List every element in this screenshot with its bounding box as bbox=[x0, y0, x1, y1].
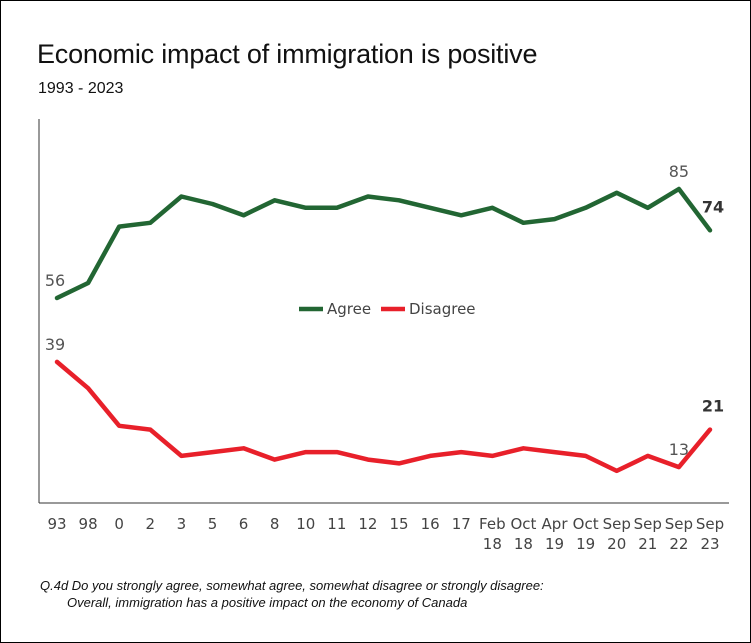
data-point-disagree bbox=[242, 446, 246, 450]
x-tick-label: Oct bbox=[573, 515, 599, 533]
data-point-agree bbox=[490, 206, 494, 210]
x-tick-label: 18 bbox=[483, 535, 502, 553]
data-point-disagree bbox=[55, 360, 59, 364]
x-tick-label: 5 bbox=[208, 515, 218, 533]
x-tick-label: Apr bbox=[542, 515, 569, 533]
footnote: Q.4d Do you strongly agree, somewhat agr… bbox=[40, 577, 544, 611]
x-tick-label: 3 bbox=[177, 515, 187, 533]
data-point-disagree bbox=[179, 454, 183, 458]
data-point-disagree bbox=[708, 428, 712, 432]
data-label: 39 bbox=[45, 335, 65, 354]
chart-subtitle: 1993 - 2023 bbox=[38, 80, 124, 97]
data-point-disagree bbox=[304, 450, 308, 454]
data-point-agree bbox=[273, 198, 277, 202]
footnote-question: Q.4d Do you strongly agree, somewhat agr… bbox=[40, 578, 544, 593]
data-point-agree bbox=[148, 221, 152, 225]
data-point-agree bbox=[459, 213, 463, 217]
data-point-disagree bbox=[490, 454, 494, 458]
legend-label-disagree: Disagree bbox=[409, 300, 476, 318]
data-point-disagree bbox=[646, 454, 650, 458]
chart-title: Economic impact of immigration is positi… bbox=[37, 39, 538, 69]
series-line-agree bbox=[54, 186, 713, 301]
data-point-agree bbox=[366, 195, 370, 199]
x-tick-label: 20 bbox=[607, 535, 626, 553]
series-line-disagree bbox=[54, 359, 713, 474]
x-tick-label: 2 bbox=[146, 515, 156, 533]
x-tick-label: 8 bbox=[270, 515, 280, 533]
x-tick-label: 18 bbox=[514, 535, 533, 553]
data-point-disagree bbox=[397, 461, 401, 465]
data-point-agree bbox=[553, 217, 557, 221]
x-tick-label: 16 bbox=[421, 515, 440, 533]
legend-label-agree: Agree bbox=[327, 300, 371, 318]
data-point-agree bbox=[397, 198, 401, 202]
x-tick-label: 23 bbox=[700, 535, 719, 553]
data-point-disagree bbox=[86, 386, 90, 390]
data-point-disagree bbox=[459, 450, 463, 454]
x-tick-label: 93 bbox=[47, 515, 66, 533]
x-tick-label: 22 bbox=[669, 535, 688, 553]
x-tick-label: 0 bbox=[114, 515, 124, 533]
data-point-agree bbox=[335, 206, 339, 210]
data-point-agree bbox=[428, 206, 432, 210]
x-tick-label: Sep bbox=[634, 515, 662, 533]
data-point-disagree bbox=[584, 454, 588, 458]
x-tick-label: 15 bbox=[390, 515, 409, 533]
x-tick-label: Oct bbox=[510, 515, 536, 533]
data-point-disagree bbox=[366, 458, 370, 462]
data-point-disagree bbox=[117, 424, 121, 428]
x-tick-label: 17 bbox=[452, 515, 471, 533]
data-point-agree bbox=[242, 213, 246, 217]
data-label: 74 bbox=[702, 197, 724, 216]
data-point-disagree bbox=[273, 458, 277, 462]
data-point-disagree bbox=[677, 465, 681, 469]
data-point-agree bbox=[584, 206, 588, 210]
data-label: 13 bbox=[669, 440, 689, 459]
data-point-disagree bbox=[210, 450, 214, 454]
data-point-disagree bbox=[148, 428, 152, 432]
data-point-agree bbox=[86, 281, 90, 285]
data-point-agree bbox=[646, 206, 650, 210]
data-point-disagree bbox=[521, 446, 525, 450]
x-tick-label: 19 bbox=[576, 535, 595, 553]
x-tick-label: 10 bbox=[296, 515, 315, 533]
x-tick-label: 98 bbox=[79, 515, 98, 533]
data-point-agree bbox=[615, 191, 619, 195]
data-point-disagree bbox=[335, 450, 339, 454]
data-point-disagree bbox=[615, 469, 619, 473]
data-label: 21 bbox=[702, 397, 724, 416]
data-point-disagree bbox=[428, 454, 432, 458]
data-point-agree bbox=[521, 221, 525, 225]
line-chart: 93 98 0 2 3 5 6 8 10 11 12 15 16 17 Feb18Oct18Apr19Oct… bbox=[38, 119, 729, 553]
x-tick-label: Sep bbox=[665, 515, 693, 533]
x-tick-label: Sep bbox=[603, 515, 631, 533]
data-label: 56 bbox=[45, 271, 65, 290]
data-point-agree bbox=[210, 202, 214, 206]
x-tick-label: 11 bbox=[327, 515, 346, 533]
data-point-agree bbox=[55, 296, 59, 300]
data-point-agree bbox=[117, 225, 121, 229]
data-label: 85 bbox=[669, 162, 689, 181]
data-point-agree bbox=[179, 195, 183, 199]
data-point-agree bbox=[708, 228, 712, 232]
data-point-agree bbox=[677, 187, 681, 191]
data-point-disagree bbox=[553, 450, 557, 454]
data-point-agree bbox=[304, 206, 308, 210]
x-tick-label: Sep bbox=[696, 515, 724, 533]
x-tick-label: 21 bbox=[638, 535, 657, 553]
x-tick-label: 6 bbox=[239, 515, 249, 533]
footnote-statement: Overall, immigration has a positive impa… bbox=[67, 595, 468, 610]
x-tick-label: Feb bbox=[479, 515, 506, 533]
x-tick-label: 12 bbox=[358, 515, 377, 533]
x-tick-label: 19 bbox=[545, 535, 564, 553]
